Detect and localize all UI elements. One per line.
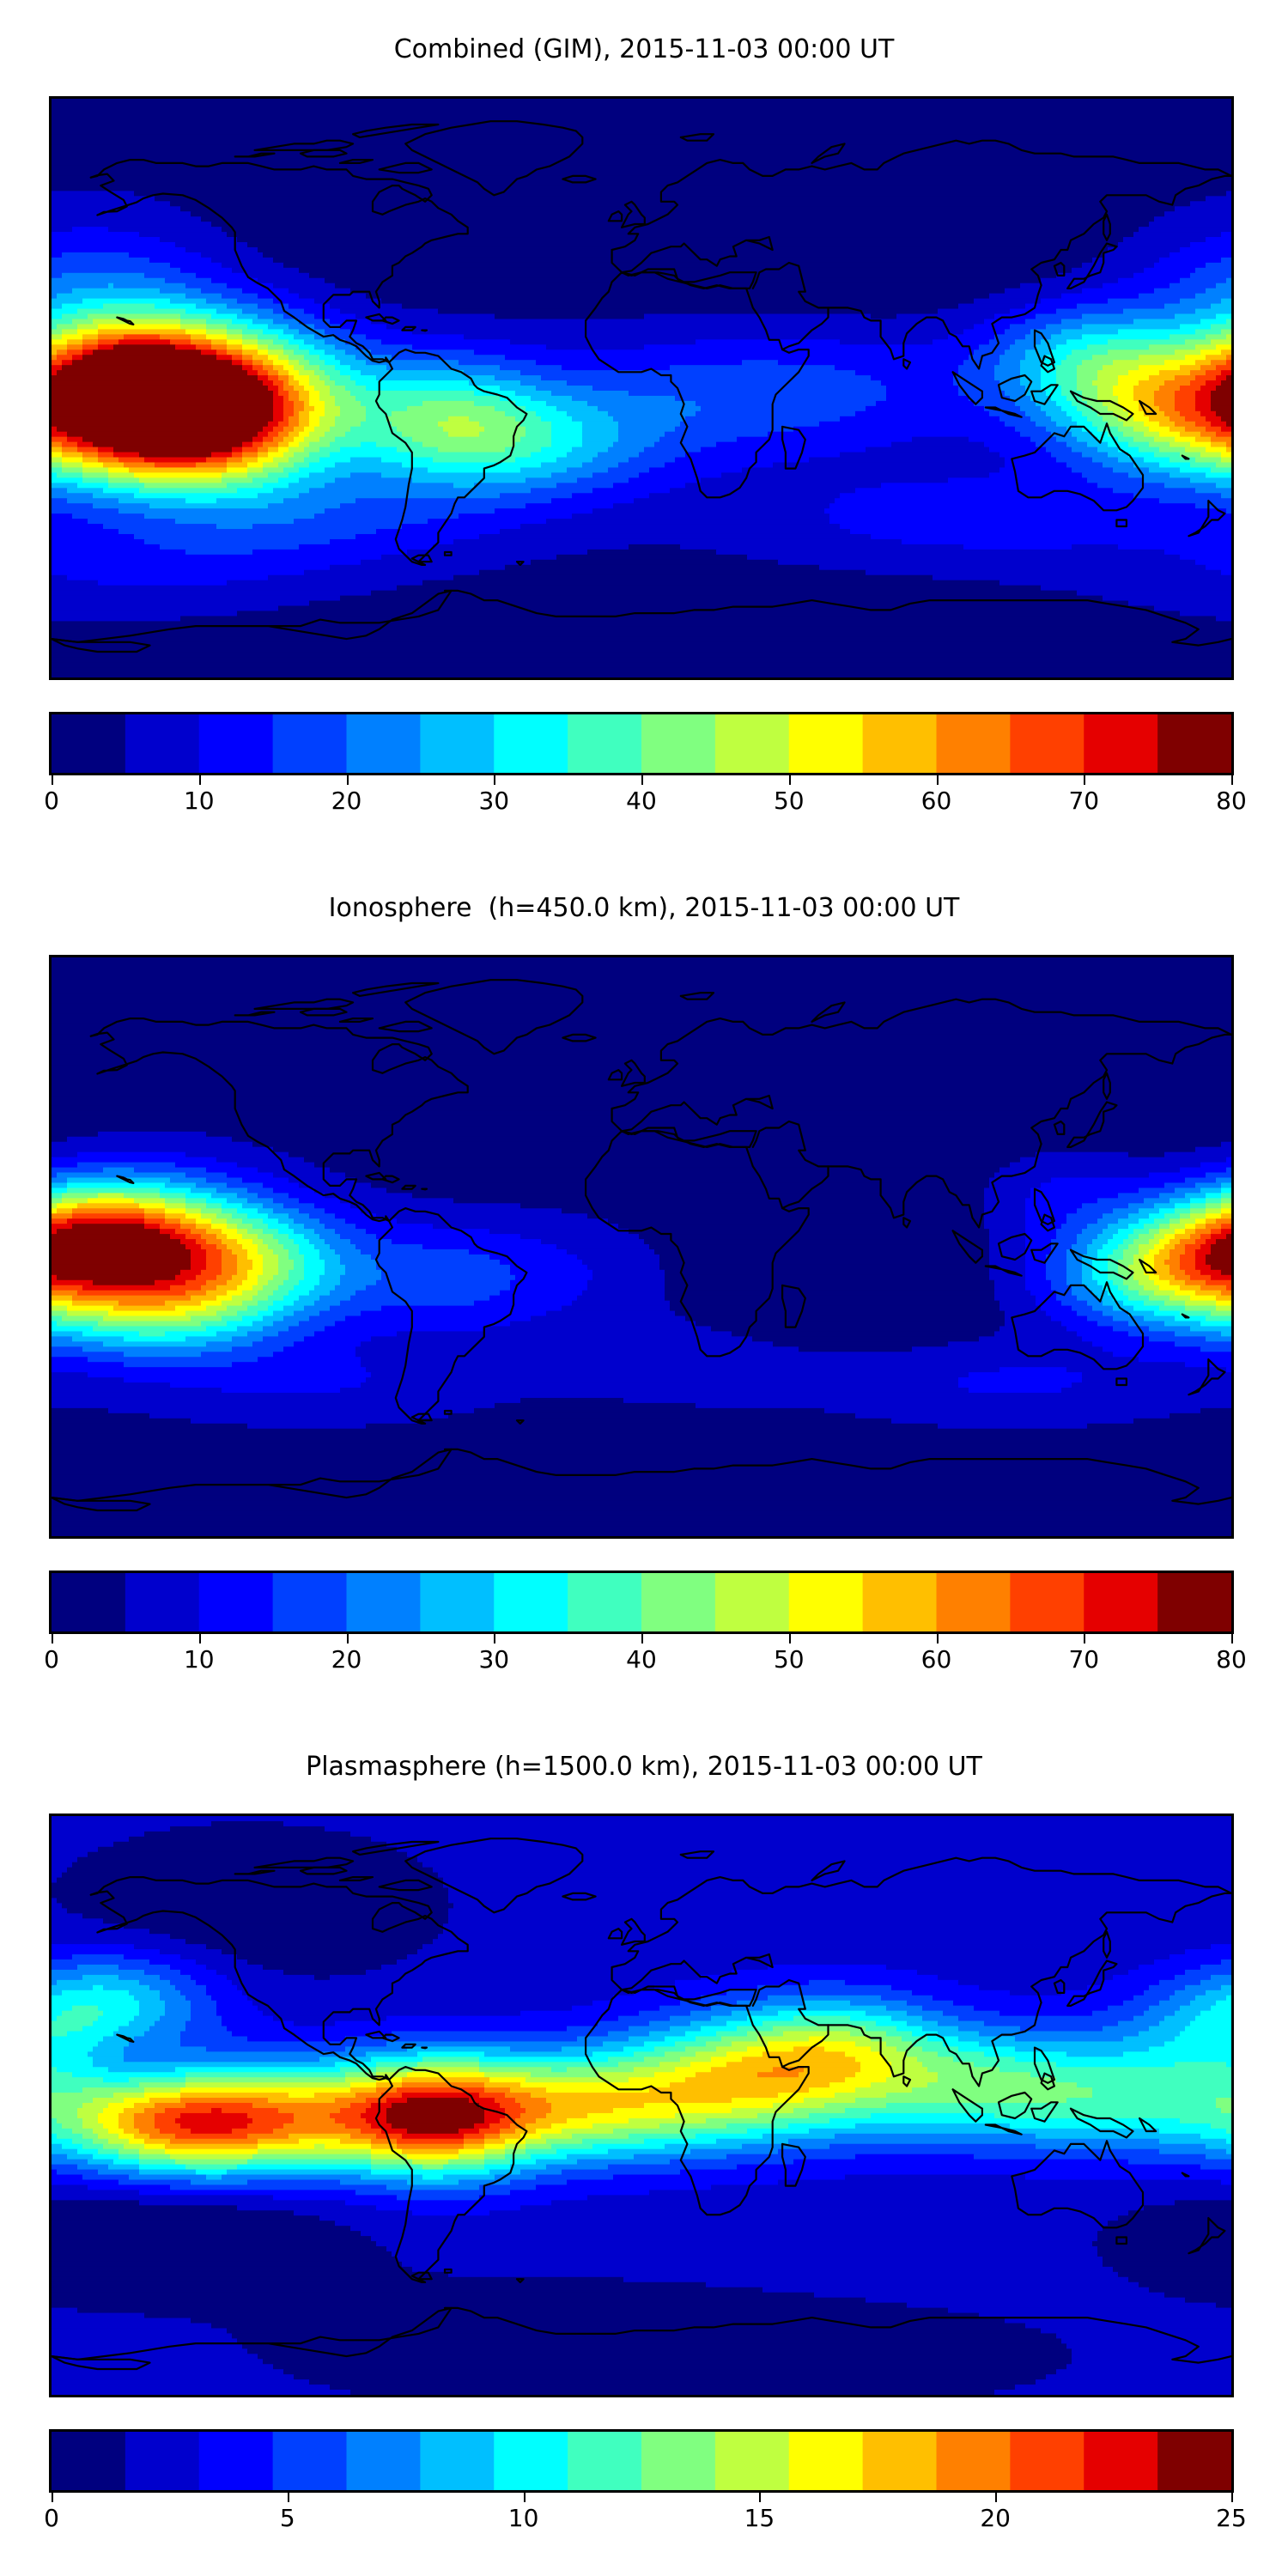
colorbar-tick [1084, 1631, 1086, 1643]
panel-combined-gim: Combined (GIM), 2015-11-03 00:00 UT 0 10 2… [0, 0, 1288, 859]
colorbar-tick [523, 2490, 526, 2502]
colorbar-tick-label: 10 [507, 2504, 539, 2532]
colorbar-tick-label: 15 [744, 2504, 775, 2532]
colorbar-tick-label: 40 [626, 1645, 657, 1674]
panel-ionosphere-450km: Ionosphere (h=450.0 km), 2015-11-03 00:0… [0, 859, 1288, 1717]
colorbar-svg-combined-gim [52, 714, 1231, 773]
colorbar-tick-label: 20 [331, 1645, 362, 1674]
colorbar-tick-label: 0 [44, 2504, 59, 2532]
colorbar-tick [346, 773, 349, 785]
colorbar-tick-label: 70 [1068, 1645, 1100, 1674]
colorbar-tick [936, 1631, 939, 1643]
colorbar-tick-label: 50 [773, 787, 805, 815]
colorbar-ionosphere-450km [49, 1571, 1234, 1634]
colorbar-tick [1084, 773, 1086, 785]
colorbar-tick [52, 2490, 53, 2502]
colorbar-tick-label: 80 [1216, 787, 1247, 815]
colorbar-tick-label: 30 [478, 1645, 510, 1674]
colorbar-tick [494, 1631, 496, 1643]
colorbar-tick [995, 2490, 998, 2502]
colorbar-tick-label: 10 [183, 1645, 215, 1674]
colorbar-tick [788, 1631, 791, 1643]
panel-title-combined-gim: Combined (GIM), 2015-11-03 00:00 UT [393, 34, 895, 64]
map-plasmasphere-1500km [49, 1814, 1234, 2397]
map-combined-gim [49, 96, 1234, 680]
colorbar-tick [198, 1631, 201, 1643]
colorbar-tick [641, 1631, 643, 1643]
map-svg-plasmasphere-1500km [52, 1816, 1231, 2395]
colorbar-tick-label: 80 [1216, 1645, 1247, 1674]
colorbar-tick-label: 20 [980, 2504, 1012, 2532]
colorbar-tick [1231, 773, 1233, 785]
colorbar-tick-label: 60 [920, 787, 952, 815]
colorbar-tick [494, 773, 496, 785]
colorbar-tick [198, 773, 201, 785]
map-ionosphere-450km [49, 955, 1234, 1539]
colorbar-svg-plasmasphere-1500km [52, 2432, 1231, 2490]
colorbar-tick [287, 2490, 289, 2502]
colorbar-ticks-ionosphere-450km: 0 10 20 30 40 50 60 70 80 [44, 1631, 1247, 1680]
colorbar-tick-label: 40 [626, 787, 657, 815]
panel-plasmasphere-1500km: Plasmasphere (h=1500.0 km), 2015-11-03 0… [0, 1717, 1288, 2576]
colorbar-tick [788, 773, 791, 785]
map-svg-combined-gim [52, 99, 1231, 677]
map-svg-ionosphere-450km [52, 957, 1231, 1536]
colorbar-tick-label: 25 [1216, 2504, 1247, 2532]
colorbar-plasmasphere-1500km [49, 2429, 1234, 2493]
colorbar-ticks-combined-gim: 0 10 20 30 40 50 60 70 80 [44, 773, 1247, 821]
colorbar-tick-label: 10 [183, 787, 215, 815]
panel-title-plasmasphere-1500km: Plasmasphere (h=1500.0 km), 2015-11-03 0… [306, 1752, 982, 1782]
colorbar-combined-gim [49, 712, 1234, 775]
colorbar-tick-label: 50 [773, 1645, 805, 1674]
colorbar-tick [641, 773, 643, 785]
colorbar-tick-label: 20 [331, 787, 362, 815]
colorbar-tick-label: 0 [44, 787, 59, 815]
colorbar-tick-label: 60 [920, 1645, 952, 1674]
colorbar-tick [52, 1631, 53, 1643]
colorbar-tick [759, 2490, 762, 2502]
colorbar-ticks-plasmasphere-1500km: 0 5 10 15 20 25 [44, 2490, 1247, 2538]
colorbar-tick [52, 773, 53, 785]
colorbar-tick-label: 70 [1068, 787, 1100, 815]
colorbar-tick-label: 5 [279, 2504, 295, 2532]
colorbar-svg-ionosphere-450km [52, 1573, 1231, 1631]
colorbar-tick [346, 1631, 349, 1643]
panel-title-ionosphere-450km: Ionosphere (h=450.0 km), 2015-11-03 00:0… [328, 893, 960, 923]
colorbar-tick-label: 30 [478, 787, 510, 815]
colorbar-tick [1231, 2490, 1233, 2502]
colorbar-tick [1231, 1631, 1233, 1643]
colorbar-tick [936, 773, 939, 785]
colorbar-tick-label: 0 [44, 1645, 59, 1674]
